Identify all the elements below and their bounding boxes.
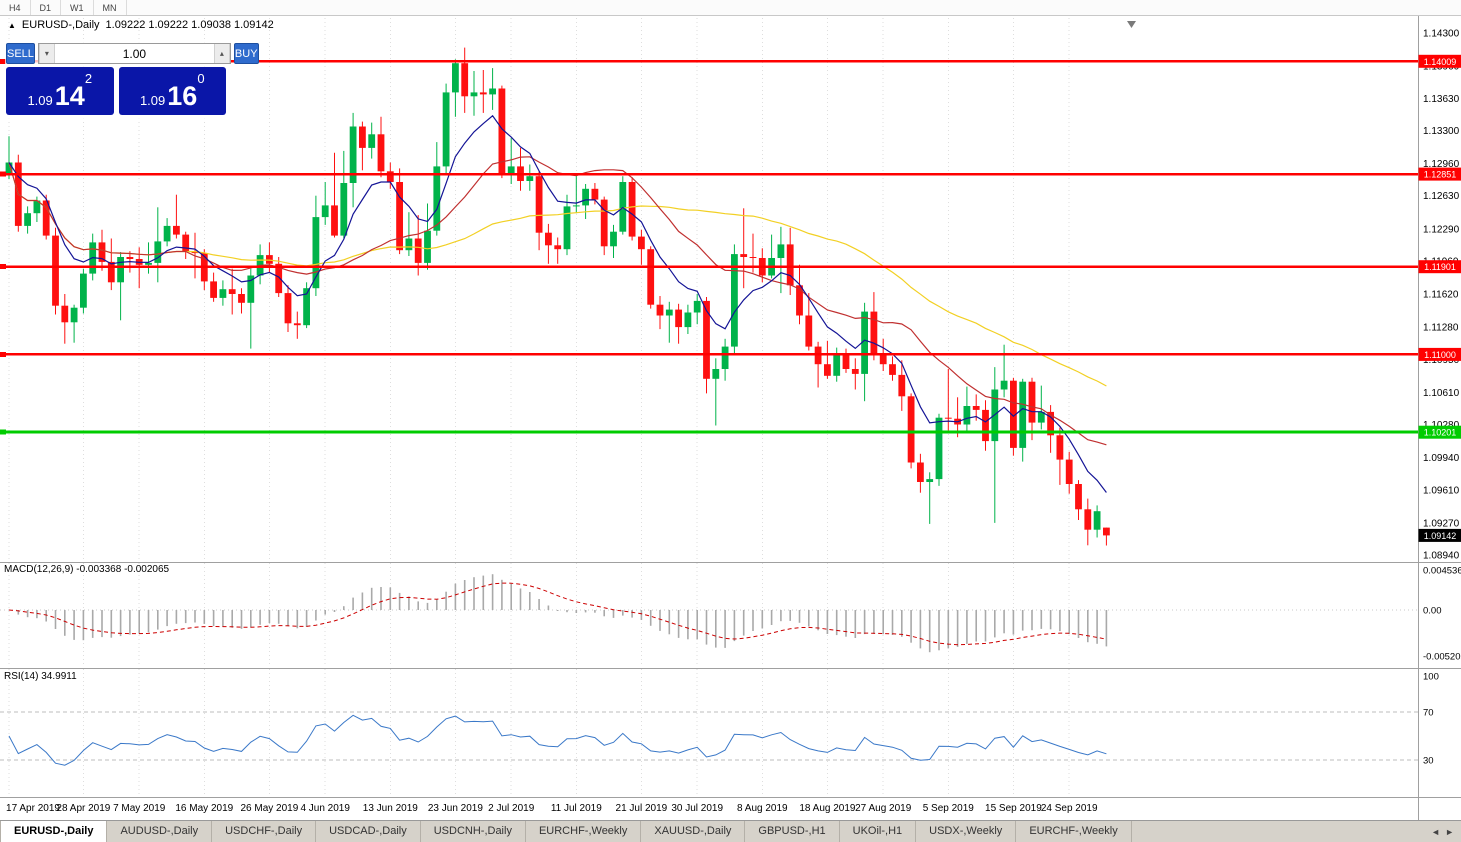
svg-text:1.11620: 1.11620	[1423, 290, 1459, 301]
timeframe-button-mn[interactable]: MN	[94, 0, 127, 15]
svg-text:17 Apr 2019: 17 Apr 2019	[6, 803, 60, 814]
svg-text:4 Jun 2019: 4 Jun 2019	[300, 803, 350, 814]
panel-separators	[0, 16, 1461, 820]
chart-tabs: EURUSD-,Daily AUDUSD-,Daily USDCHF-,Daily U…	[0, 821, 1132, 842]
chart-shift-marker[interactable]	[1127, 21, 1136, 28]
svg-text:16 May 2019: 16 May 2019	[175, 803, 233, 814]
price-axis-badges: 1.14009 1.12851 1.11901 1.11000 1.10201 1.091…	[1418, 54, 1461, 542]
timeframe-button-h4[interactable]: H4	[0, 0, 31, 15]
chart-tab-2-usdchf-daily[interactable]: USDCHF-,Daily	[212, 821, 317, 842]
rsi-line	[8, 714, 1107, 766]
svg-text:1.11000: 1.11000	[1424, 350, 1456, 360]
sell-button[interactable]: SELL	[6, 43, 35, 64]
svg-text:0.00: 0.00	[1423, 606, 1442, 617]
svg-text:1.12960: 1.12960	[1423, 159, 1460, 170]
macd-histogram	[8, 574, 1108, 653]
svg-text:100: 100	[1423, 672, 1439, 683]
svg-text:1.11901: 1.11901	[1424, 262, 1456, 272]
svg-text:0.004536: 0.004536	[1423, 566, 1461, 577]
timeframe-button-w1[interactable]: W1	[61, 0, 94, 15]
volume-control[interactable]: ▾ ▴	[37, 43, 231, 64]
svg-text:1.09142: 1.09142	[1424, 531, 1457, 541]
tabs-scroll-right-icon[interactable]: ►	[1445, 826, 1454, 837]
chart-window: 1.143001.139601.136301.133001.129601.126…	[0, 16, 1461, 820]
svg-text:11 Jul 2019: 11 Jul 2019	[551, 803, 602, 814]
svg-text:7 May 2019: 7 May 2019	[113, 803, 166, 814]
buy-price-display[interactable]: 1.09 16 0	[118, 67, 226, 115]
chart-symbol-label: EURUSD-,Daily	[21, 19, 100, 31]
chart-tab-1-audusd-daily[interactable]: AUDUSD-,Daily	[107, 821, 213, 842]
sell-price-base: 1.09	[27, 92, 53, 108]
svg-text:1.08940: 1.08940	[1423, 551, 1460, 562]
svg-text:-0.005205: -0.005205	[1423, 651, 1461, 662]
chart-tab-8-ukoil-h1[interactable]: UKOil-,H1	[840, 821, 917, 842]
chart-tab-10-eurchf-weekly[interactable]: EURCHF-,Weekly	[1016, 821, 1132, 842]
svg-text:13 Jun 2019: 13 Jun 2019	[363, 803, 418, 814]
svg-text:1.12290: 1.12290	[1423, 224, 1460, 235]
svg-text:1.14009: 1.14009	[1424, 57, 1457, 67]
volume-decrease-icon[interactable]: ▾	[38, 44, 55, 63]
price-axis[interactable]: 1.143001.139601.136301.133001.129601.126…	[1423, 29, 1461, 767]
buy-price-pipette: 0	[197, 71, 205, 86]
svg-text:30: 30	[1423, 756, 1434, 767]
timeframe-button-d1[interactable]: D1	[31, 0, 62, 15]
grid-lines	[0, 18, 1418, 796]
svg-text:70: 70	[1423, 708, 1434, 719]
svg-text:23 Jun 2019: 23 Jun 2019	[428, 803, 483, 814]
svg-text:8 Aug 2019: 8 Aug 2019	[737, 803, 788, 814]
moving-average-lines	[8, 114, 1107, 493]
timeframe-toolbar: H4 D1 W1 MN	[0, 0, 1461, 16]
chart-tabs-bar: EURUSD-,Daily AUDUSD-,Daily USDCHF-,Daily U…	[0, 820, 1461, 842]
chart-info-line: ▲ EURUSD-,Daily 1.09222 1.09222 1.09038 …	[8, 19, 274, 31]
chart-tab-5-eurchf-weekly[interactable]: EURCHF-,Weekly	[526, 821, 642, 842]
chart-tab-9-usdx-weekly[interactable]: USDX-,Weekly	[916, 821, 1017, 842]
sell-price-pipette: 2	[84, 71, 93, 86]
svg-text:1.12851: 1.12851	[1424, 170, 1457, 180]
svg-text:15 Sep 2019: 15 Sep 2019	[985, 803, 1042, 814]
candlesticks	[5, 47, 1110, 546]
svg-text:2 Jul 2019: 2 Jul 2019	[488, 803, 535, 814]
buy-price-main: 16	[167, 81, 198, 111]
svg-text:24 Sep 2019: 24 Sep 2019	[1041, 803, 1098, 814]
tab-scroll-arrows: ◄ ►	[1424, 821, 1461, 842]
svg-text:1.12630: 1.12630	[1423, 191, 1460, 202]
svg-text:1.09270: 1.09270	[1423, 518, 1460, 529]
macd-indicator-label: MACD(12,26,9) -0.003368 -0.002065	[4, 564, 170, 575]
svg-text:28 Apr 2019: 28 Apr 2019	[56, 803, 110, 814]
chart-tab-6-xauusd-daily[interactable]: XAUUSD-,Daily	[641, 821, 746, 842]
svg-text:5 Sep 2019: 5 Sep 2019	[923, 803, 975, 814]
svg-text:18 Aug 2019: 18 Aug 2019	[799, 803, 856, 814]
rsi-indicator-label: RSI(14) 34.9911	[4, 671, 77, 682]
svg-text:1.10201: 1.10201	[1424, 428, 1457, 438]
chart-tab-7-gbpusd-h1[interactable]: GBPUSD-,H1	[745, 821, 840, 842]
volume-increase-icon[interactable]: ▴	[213, 44, 230, 63]
svg-text:1.10280: 1.10280	[1423, 420, 1460, 431]
svg-text:30 Jul 2019: 30 Jul 2019	[671, 803, 723, 814]
svg-text:1.14300: 1.14300	[1423, 29, 1460, 40]
svg-text:1.09940: 1.09940	[1423, 453, 1460, 464]
buy-price-base: 1.09	[139, 92, 166, 108]
collapse-trade-panel-icon[interactable]: ▲	[8, 20, 16, 30]
chart-tab-4-usdcnh-daily[interactable]: USDCNH-,Daily	[421, 821, 526, 842]
svg-text:27 Aug 2019: 27 Aug 2019	[855, 803, 912, 814]
svg-text:26 May 2019: 26 May 2019	[240, 803, 298, 814]
chart-ohlc-values: 1.09222 1.09222 1.09038 1.09142	[105, 19, 274, 31]
chart-tab-3-usdcad-daily[interactable]: USDCAD-,Daily	[316, 821, 421, 842]
svg-text:1.11280: 1.11280	[1423, 323, 1459, 334]
tabs-scroll-left-icon[interactable]: ◄	[1431, 826, 1441, 837]
chart-tab-0-eurusd-daily[interactable]: EURUSD-,Daily	[0, 821, 108, 842]
svg-text:21 Jul 2019: 21 Jul 2019	[616, 803, 668, 814]
sell-price-main: 14	[54, 81, 85, 111]
svg-text:1.13300: 1.13300	[1423, 126, 1460, 137]
buy-button[interactable]: BUY	[233, 43, 259, 64]
chart-canvas[interactable]: 1.143001.139601.136301.133001.129601.126…	[0, 16, 1461, 820]
volume-input[interactable]	[54, 44, 214, 63]
svg-text:1.13630: 1.13630	[1423, 94, 1460, 105]
sell-price-display[interactable]: 1.09 14 2	[6, 67, 114, 115]
svg-text:1.10610: 1.10610	[1423, 388, 1460, 399]
svg-text:1.09610: 1.09610	[1423, 485, 1460, 496]
